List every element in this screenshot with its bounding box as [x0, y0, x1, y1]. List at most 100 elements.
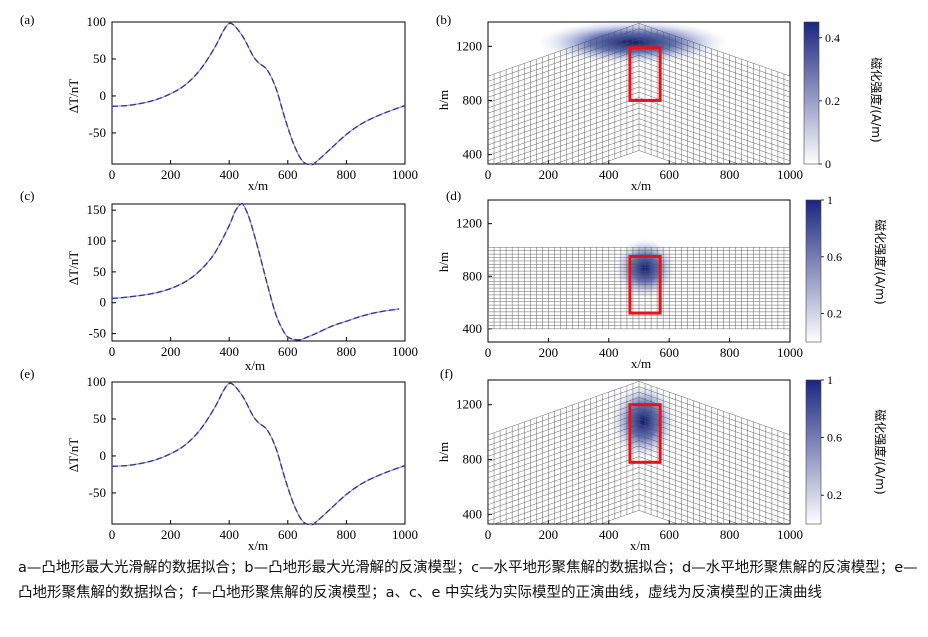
colorbar-tick-label: 0.2: [827, 307, 842, 321]
panel-b-colorbar-label: 磁化强度/(A/m): [869, 57, 884, 142]
panel-f: (f) h/m x/m 磁化强度/(A/m) 0 200 400 600 800 1000…: [436, 366, 888, 553]
panel-a-xlabel: x/m: [248, 178, 268, 193]
y-tick-label: 0: [100, 88, 107, 103]
panel-b-ylabel: h/m: [436, 90, 451, 110]
panel-b-xlabel: x/m: [631, 178, 651, 193]
colorbar: [805, 379, 822, 525]
mesh-layer: [488, 86, 790, 140]
x-tick-label: 0: [109, 344, 116, 359]
mesh-layer: [488, 28, 790, 82]
true-model-forward-curve: [111, 382, 406, 526]
panel-f-xlabel: x/m: [630, 538, 650, 553]
panel-f-colorbar-label: 磁化强度/(A/m): [873, 409, 888, 494]
true-model-forward-curve: [111, 202, 400, 341]
mesh-layer: [569, 139, 709, 164]
mesh-layer: [488, 381, 790, 436]
panel-a: (a) ΔT/nT x/m 0 200 400 600 800 1000 -50 0 50 100: [20, 12, 418, 193]
mesh-layer: [538, 129, 740, 164]
mesh-layer: [493, 472, 785, 524]
panel-d-colorbar-label: 磁化强度/(A/m): [873, 219, 888, 304]
mesh-layer: [488, 49, 790, 103]
colorbar-tick-label: 0.4: [825, 31, 840, 45]
mesh-layer: [488, 440, 790, 495]
panel-d-label: (d): [446, 188, 461, 203]
y-tick-label: -50: [89, 326, 106, 341]
mesh-layer: [599, 150, 679, 164]
mesh-layer: [554, 493, 724, 524]
y-tick-label: 0: [100, 448, 107, 463]
panel-c: (c) ΔT/nT x/m 0 200 400 600 800 1000-50050100…: [20, 188, 418, 373]
y-tick-label: 1200: [456, 38, 482, 53]
panel-e-ylabel: ΔT/nT: [66, 438, 81, 472]
colorbar: [803, 21, 820, 165]
mesh-layer: [488, 39, 790, 93]
panel-e-label: (e): [20, 366, 34, 381]
mesh-layer: [488, 467, 790, 522]
x-tick-label: 0: [485, 527, 492, 542]
panel-e-plot: 0 200 400 600 800 1000 -50 0 50 100: [87, 374, 419, 542]
x-tick-label: 400: [219, 527, 239, 542]
y-tick-label: 800: [463, 452, 483, 467]
mesh-layer: [488, 81, 790, 135]
colorbar-tick-label: 1: [827, 193, 833, 207]
mesh-layer: [488, 456, 790, 511]
panel-e: (e) ΔT/nT x/m 0 200 400 600 800 1000 -50 0 50 100: [20, 366, 418, 553]
figure-caption: a—凸地形最大光滑解的数据拟合；b—凸地形最大光滑解的反演模型；c—水平地形聚焦…: [18, 560, 918, 601]
recovered-anomaly: [611, 383, 676, 460]
mesh-layer: [488, 434, 790, 489]
mesh-layer: [488, 445, 790, 500]
mesh-layer: [488, 107, 790, 162]
mesh-layer: [488, 97, 790, 151]
model-mesh: [488, 22, 790, 164]
model-mesh: [488, 238, 790, 330]
colorbar: [805, 199, 822, 343]
x-tick-label: 600: [278, 527, 298, 542]
panel-c-ylabel: ΔT/nT: [66, 251, 81, 285]
y-tick-label: 1200: [456, 216, 482, 231]
mesh-layer: [488, 70, 790, 124]
panel-d-plot: 0 200 400 600 800 1000 400 800 1200 0.2 0.6 1: [456, 193, 842, 360]
mesh-layer: [508, 118, 770, 164]
true-model-outline: [628, 46, 662, 102]
mesh-layer: [508, 477, 770, 524]
mesh-layer: [488, 413, 790, 468]
y-tick-label: -50: [89, 125, 106, 140]
x-tick-label: 400: [219, 344, 239, 359]
y-tick-label: 400: [463, 321, 483, 336]
x-tick-label: 800: [720, 345, 740, 360]
panel-c-xlabel: x/m: [245, 358, 265, 373]
panel-f-label: (f): [440, 366, 453, 381]
mesh-layer: [488, 44, 790, 98]
y-tick-label: 100: [87, 374, 107, 389]
x-tick-label: 1000: [777, 345, 803, 360]
panel-b: (b) h/m x/m 磁化强度/(A/m) 0 200 400 600 800 1000…: [436, 12, 884, 193]
plot-frame: [111, 381, 406, 525]
y-tick-label: 50: [93, 264, 106, 279]
mesh-layer: [584, 144, 694, 164]
y-tick-label: 100: [87, 14, 107, 29]
y-tick-label: 100: [87, 233, 107, 248]
panel-d-ylabel: h/m: [436, 252, 451, 272]
mesh-layer: [488, 450, 790, 505]
mesh-layer: [493, 113, 785, 164]
y-tick-label: 800: [463, 268, 483, 283]
y-tick-label: 400: [463, 147, 483, 162]
colorbar-tick-label: 0.2: [827, 488, 842, 502]
x-tick-label: 0: [485, 345, 492, 360]
plot-frame: [111, 203, 406, 342]
mesh-layer: [488, 65, 790, 119]
mesh-layer: [569, 499, 709, 524]
x-tick-label: 600: [278, 167, 298, 182]
x-tick-label: 0: [109, 167, 116, 182]
x-tick-label: 800: [337, 344, 357, 359]
mesh-layer: [488, 33, 790, 87]
x-tick-label: 200: [161, 344, 181, 359]
mesh-layer: [599, 510, 679, 524]
x-tick-label: 0: [485, 167, 492, 182]
y-tick-label: 50: [93, 411, 106, 426]
mesh-layer: [488, 402, 790, 457]
mesh-layer: [488, 102, 790, 156]
panel-a-label: (a): [20, 12, 34, 27]
